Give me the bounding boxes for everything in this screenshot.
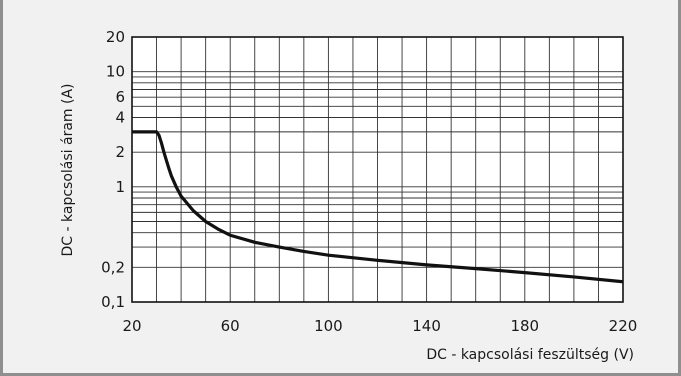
y-tick-label: 6: [115, 88, 125, 106]
plot-frame: [131, 36, 624, 303]
y-tick-label: 4: [115, 108, 125, 126]
x-tick-label: 20: [122, 317, 141, 335]
y-tick-labels: 0,1 0,2 1 2 4 6 10 20: [101, 28, 125, 311]
y-tick-label: 10: [106, 63, 125, 81]
x-axis-label: DC - kapcsolási feszültség (V): [426, 347, 634, 363]
switching-curve-chart: 20 60 100 140 180 220 0,1 0,2 1 2 4 6 10 20 DC - kap…: [60, 28, 637, 363]
series-lines: [132, 130, 624, 284]
y-tick-label: 0,1: [101, 293, 125, 311]
x-tick-label: 220: [609, 317, 638, 335]
y-tick-label: 20: [106, 28, 125, 46]
grid-lines: [132, 37, 623, 302]
x-tick-label: 60: [221, 317, 240, 335]
x-tick-labels: 20 60 100 140 180 220: [122, 317, 637, 335]
y-tick-label: 0,2: [101, 258, 125, 276]
x-tick-label: 180: [510, 317, 539, 335]
x-tick-label: 140: [412, 317, 441, 335]
x-tick-label: 100: [314, 317, 343, 335]
y-tick-label: 1: [115, 178, 125, 196]
series-line: [132, 130, 624, 284]
y-axis-label: DC - kapcsolási áram (A): [60, 84, 76, 257]
y-tick-label: 2: [115, 143, 125, 161]
